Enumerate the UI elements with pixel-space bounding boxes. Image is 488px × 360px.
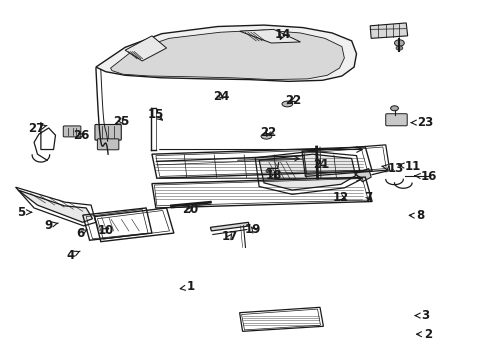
Text: 9: 9 xyxy=(44,219,58,232)
Ellipse shape xyxy=(395,46,402,50)
Text: 19: 19 xyxy=(244,223,261,236)
Text: 4: 4 xyxy=(66,249,80,262)
Text: 15: 15 xyxy=(147,108,163,121)
Polygon shape xyxy=(96,25,356,81)
Text: 17: 17 xyxy=(222,230,238,243)
Polygon shape xyxy=(210,222,249,231)
Text: 8: 8 xyxy=(408,210,424,222)
Polygon shape xyxy=(355,168,370,182)
Text: 12: 12 xyxy=(332,191,348,204)
Text: 6: 6 xyxy=(76,226,87,239)
Polygon shape xyxy=(259,154,355,190)
Text: 20: 20 xyxy=(182,203,198,216)
Ellipse shape xyxy=(282,101,292,107)
Text: 27: 27 xyxy=(28,122,47,135)
Ellipse shape xyxy=(394,40,404,46)
Text: 1: 1 xyxy=(180,280,195,293)
Polygon shape xyxy=(18,190,92,222)
Ellipse shape xyxy=(390,106,398,111)
Polygon shape xyxy=(239,30,300,43)
FancyBboxPatch shape xyxy=(95,125,121,140)
Text: 24: 24 xyxy=(212,90,229,103)
Text: 11: 11 xyxy=(398,160,420,173)
Text: 3: 3 xyxy=(414,309,429,322)
Text: 2: 2 xyxy=(416,328,432,341)
Ellipse shape xyxy=(261,134,271,139)
Ellipse shape xyxy=(265,169,271,173)
Text: 23: 23 xyxy=(410,116,433,129)
Text: 16: 16 xyxy=(414,170,436,183)
Text: 18: 18 xyxy=(265,169,282,182)
Text: 14: 14 xyxy=(274,28,290,41)
FancyBboxPatch shape xyxy=(63,126,81,137)
Polygon shape xyxy=(110,30,344,80)
Text: 10: 10 xyxy=(97,224,114,237)
FancyBboxPatch shape xyxy=(97,139,119,150)
Polygon shape xyxy=(369,23,407,39)
Text: 22: 22 xyxy=(285,94,301,107)
Text: 21: 21 xyxy=(313,158,329,171)
Text: 22: 22 xyxy=(259,126,275,139)
Text: 13: 13 xyxy=(381,162,403,175)
FancyBboxPatch shape xyxy=(385,114,407,126)
Polygon shape xyxy=(125,36,166,61)
Text: 26: 26 xyxy=(73,129,89,142)
Text: 25: 25 xyxy=(113,116,130,129)
Text: 7: 7 xyxy=(364,191,372,204)
Text: 5: 5 xyxy=(17,206,32,219)
